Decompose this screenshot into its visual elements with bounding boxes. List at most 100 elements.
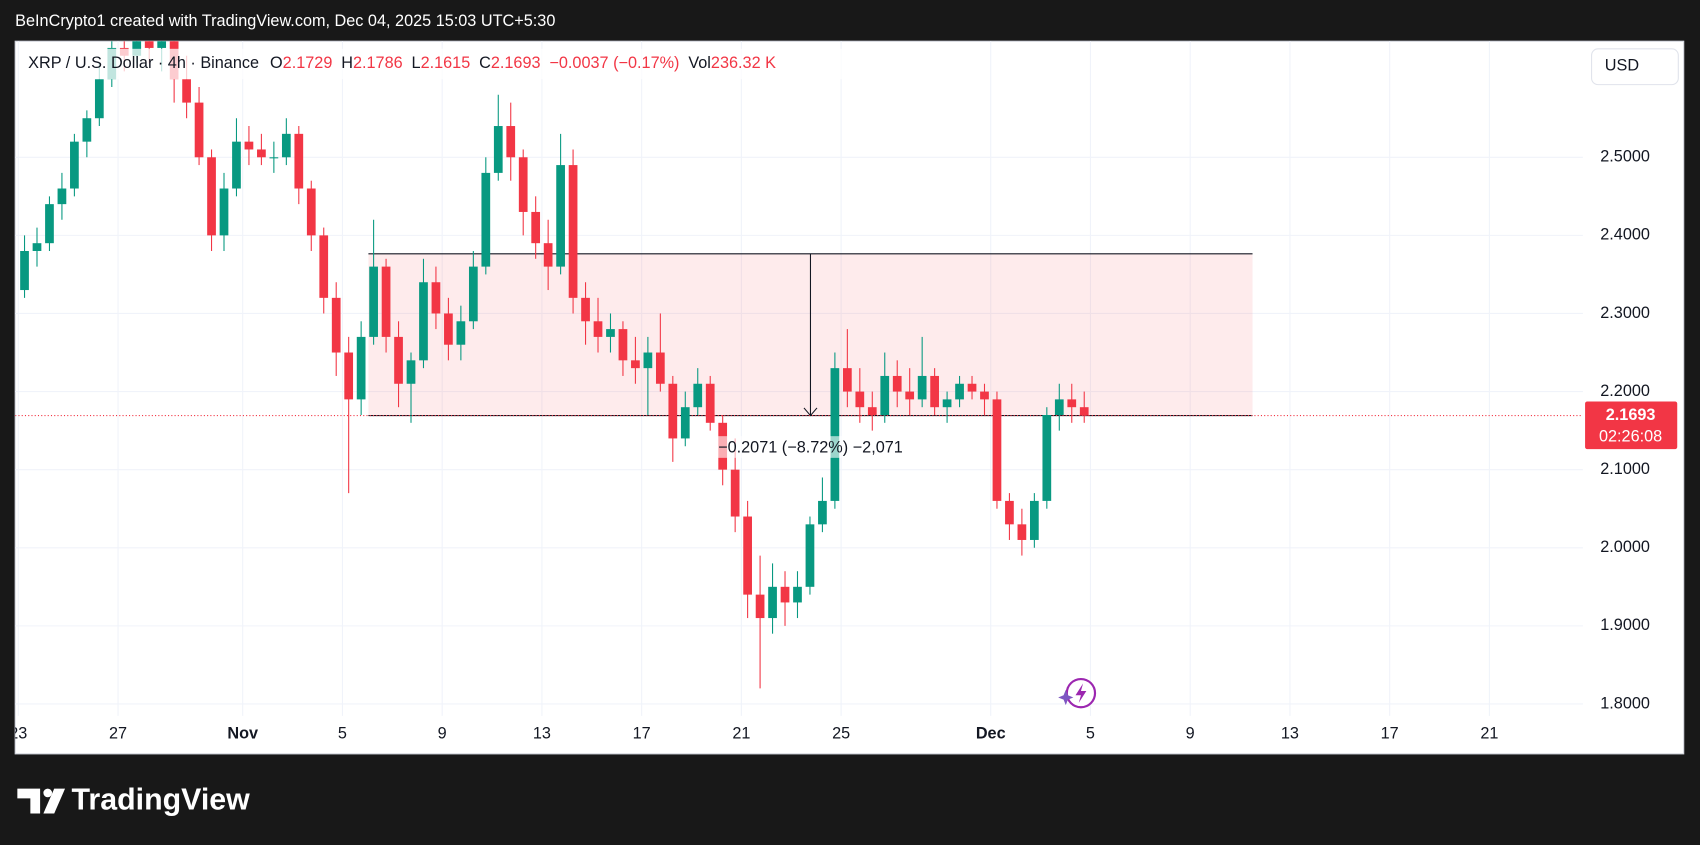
candle-body [506, 126, 516, 158]
x-tick-label: 13 [533, 725, 551, 743]
candle-body [331, 297, 341, 353]
volume-value: 236.32 K [711, 54, 776, 72]
y-tick-label: 2.3000 [1600, 304, 1650, 322]
candle-body [32, 243, 42, 251]
x-tick-label: 21 [1480, 725, 1498, 743]
candle-body [257, 149, 266, 158]
candle-body [281, 133, 291, 158]
price-badge-countdown: 02:26:08 [1599, 428, 1662, 446]
open-value: 2.1729 [283, 54, 333, 72]
currency-label[interactable]: USD [1605, 56, 1639, 74]
candle-body [132, 41, 142, 56]
x-tick-label: Dec [976, 725, 1006, 743]
low-label: L [412, 54, 421, 72]
candle-body [780, 586, 790, 603]
price-badge [1585, 401, 1678, 450]
price-axis: 1.8000 1.9000 2.0000 2.1000 2.2000 2.3000 2.40… [1585, 148, 1678, 712]
candle-body [830, 368, 840, 501]
candle-body [680, 407, 690, 439]
candle-body [319, 235, 329, 298]
lightning-icon[interactable] [1058, 677, 1097, 709]
icon-bolt [1075, 683, 1087, 703]
legend-backdrop [21, 48, 846, 80]
candle-body [556, 165, 565, 267]
candle-body [456, 321, 466, 345]
change: −0.0037 (−0.17%) [549, 54, 679, 72]
candle-body [20, 250, 29, 291]
candle-body [992, 399, 1002, 501]
x-tick-label: Nov [227, 725, 258, 743]
x-tick-label: 25 [832, 725, 850, 743]
symbol: XRP / U.S. Dollar · 4h · Binance [28, 54, 259, 72]
x-tick-label: 17 [633, 725, 651, 743]
open-label: O [270, 54, 283, 72]
candle-body [70, 141, 79, 189]
logo-part [43, 788, 66, 814]
candle-body [1029, 500, 1039, 540]
y-tick-label: 2.4000 [1600, 226, 1650, 244]
candle-body [805, 524, 815, 587]
candle-body [793, 586, 802, 603]
candle-body [743, 516, 752, 595]
candle-body [406, 360, 416, 384]
footer-logo [17, 788, 66, 814]
candle-body [419, 282, 428, 361]
candle-body [867, 407, 877, 416]
candle-body [930, 375, 939, 408]
candle-body [94, 79, 104, 119]
candle-body [344, 352, 354, 400]
x-tick-label: 27 [109, 725, 127, 743]
candle-body [431, 282, 441, 314]
candle-body [294, 133, 304, 189]
x-tick-label: 23 [9, 725, 27, 743]
grid [15, 41, 1583, 716]
logo-dot [43, 788, 53, 798]
candle-body [606, 329, 615, 337]
candle-body [1054, 399, 1064, 416]
logo-part [17, 788, 41, 814]
low-value: 2.1615 [421, 54, 471, 72]
candle-body [755, 594, 765, 619]
candle-body [842, 368, 852, 392]
candle-body [643, 352, 653, 369]
high-value: 2.1786 [353, 54, 403, 72]
candle-body [57, 188, 67, 205]
close-value: 2.1693 [491, 54, 541, 72]
candle-body [481, 172, 491, 267]
candle-body [493, 126, 503, 173]
candle-body [232, 141, 241, 189]
candle-body [730, 469, 740, 517]
high-label: H [341, 54, 353, 72]
x-tick-label: 21 [732, 725, 750, 743]
candle-body [818, 500, 827, 525]
currency-button[interactable] [1591, 48, 1679, 86]
candle-body [543, 243, 553, 267]
candle-body [194, 102, 204, 158]
candle-body [1079, 407, 1089, 416]
x-tick-label: 5 [338, 725, 347, 743]
candle-body [980, 391, 989, 400]
candle-body [356, 336, 366, 400]
chart-pane [14, 40, 1685, 755]
x-tick-label: 5 [1086, 725, 1095, 743]
y-tick-label: 2.0000 [1600, 538, 1650, 556]
candle-body [593, 321, 603, 337]
y-tick-label: 2.1000 [1600, 460, 1650, 478]
candle-body [880, 375, 890, 416]
candle-body [905, 391, 915, 400]
candle-body [768, 586, 777, 619]
footer-brand: TradingView [72, 784, 251, 817]
candle-body [394, 336, 403, 384]
candle-body [917, 375, 927, 400]
measure-label-bg [710, 436, 911, 458]
time-axis: 23 27 Nov 5 9 13 17 21 25 Dec 5 9 13 17 21 [9, 725, 1498, 743]
candle-body [942, 399, 952, 408]
x-tick-label: 9 [438, 725, 447, 743]
candle-body [144, 41, 154, 48]
candle-body [1017, 524, 1027, 540]
candle-body [518, 157, 528, 212]
candle-body [668, 383, 678, 439]
candle-body [1005, 500, 1014, 525]
